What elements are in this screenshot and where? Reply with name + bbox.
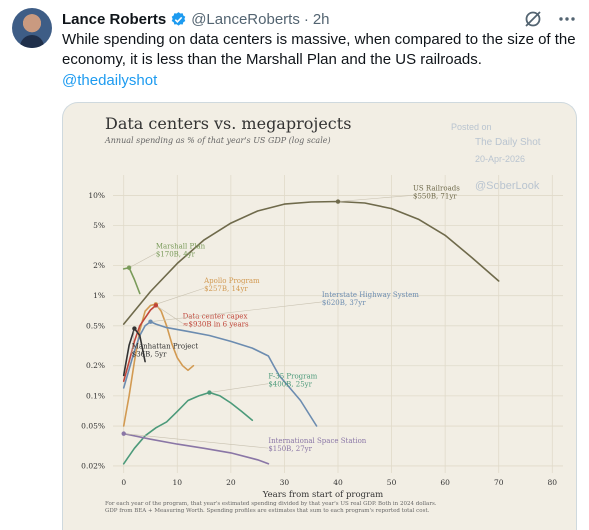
y-tick-label: 5% — [93, 221, 105, 230]
x-tick-label: 0 — [121, 478, 126, 487]
peak-marker — [207, 390, 212, 395]
peak-marker — [121, 431, 126, 436]
peak-marker — [126, 265, 132, 270]
x-tick-label: 70 — [494, 478, 504, 487]
callout-line — [337, 195, 414, 202]
series-detail: $550B, 71yr — [413, 192, 457, 200]
tweet-text: While spending on data centers is massiv… — [62, 31, 576, 68]
series-line — [122, 303, 195, 427]
footnote-1: For each year of the program, that year'… — [105, 501, 437, 507]
series-detail: $36B, 5yr — [132, 351, 167, 359]
author-name[interactable]: Lance Roberts — [62, 10, 167, 28]
series-line — [122, 200, 500, 325]
series-label: US Railroads — [413, 184, 460, 192]
series-line — [122, 432, 270, 465]
x-axis-label: Years from start of program — [262, 490, 383, 500]
series-label: Interstate Highway System — [322, 291, 419, 299]
verified-badge-icon — [170, 11, 187, 28]
y-tick-label: 2% — [93, 261, 105, 270]
chart-svg: Data centers vs. megaprojects Annual spe… — [81, 114, 563, 514]
callout-line — [155, 287, 205, 305]
x-tick-label: 80 — [548, 478, 558, 487]
series-detail: $257B, 14yr — [204, 285, 248, 293]
author-handle[interactable]: @LanceRoberts — [191, 10, 300, 28]
more-options-icon[interactable] — [557, 9, 577, 29]
y-tick-label: 0.02% — [81, 461, 105, 470]
series-detail: $400B, 25yr — [268, 381, 312, 389]
series-detail: $620B, 37yr — [322, 299, 366, 307]
x-tick-label: 60 — [440, 478, 450, 487]
series-label: F-35 Program — [268, 373, 317, 381]
peak-marker — [148, 319, 153, 324]
y-tick-label: 10% — [88, 191, 105, 200]
separator-dot: · — [303, 10, 309, 28]
top-icons — [523, 9, 577, 29]
mention-link[interactable]: @thedailyshot — [62, 72, 158, 89]
series-label: International Space Station — [268, 437, 366, 445]
x-tick-label: 30 — [280, 478, 290, 487]
x-tick-label: 50 — [387, 478, 397, 487]
peak-marker — [132, 326, 137, 331]
x-tick-label: 20 — [226, 478, 236, 487]
chart-subtitle: Annual spending as % of that year's US G… — [104, 136, 331, 145]
watermark-line4: @SoberLook — [475, 180, 540, 192]
y-tick-label: 0.05% — [81, 422, 105, 431]
y-tick-label: 0.2% — [86, 361, 105, 370]
series-detail: $150B, 27yr — [268, 445, 312, 453]
avatar[interactable] — [12, 8, 52, 48]
x-tick-label: 10 — [173, 478, 183, 487]
watermark-line2: The Daily Shot — [475, 137, 541, 148]
series-label: Marshall Plan — [156, 242, 206, 250]
series-line — [122, 320, 318, 427]
series-label: Data center capex — [183, 312, 248, 320]
callout-line — [155, 305, 183, 324]
y-tick-label: 0.1% — [86, 391, 105, 400]
watermark-line3: 20-Apr-2026 — [475, 154, 525, 164]
y-tick-label: 0.5% — [86, 321, 105, 330]
series-label: Apollo Program — [203, 277, 260, 285]
x-tick-label: 40 — [333, 478, 343, 487]
series-detail: $170B, 4yr — [156, 250, 196, 258]
series-detail: ≈$930B in 6 years — [183, 320, 249, 328]
series-line — [122, 266, 141, 295]
chart-image[interactable]: Data centers vs. megaprojects Annual spe… — [62, 102, 577, 530]
tweet-header: Lance Roberts @LanceRoberts · 2h — [62, 9, 330, 29]
peak-marker — [335, 199, 341, 204]
tweet-timestamp[interactable]: 2h — [312, 10, 330, 28]
callout-line — [131, 328, 135, 354]
peak-marker — [153, 303, 159, 308]
chart-title: Data centers vs. megaprojects — [105, 114, 351, 133]
footnote-2: GDP from BEA + Measuring Worth. Spending… — [105, 508, 430, 514]
callout-line — [123, 433, 269, 449]
series-label: Manhattan Project — [132, 343, 199, 351]
callout-line — [128, 253, 156, 268]
callout-line — [150, 301, 322, 322]
series-line — [122, 304, 157, 383]
watermark-line1: Posted on — [451, 122, 492, 132]
callout-line — [209, 383, 269, 393]
y-tick-label: 1% — [93, 291, 105, 300]
grok-icon[interactable] — [523, 9, 543, 29]
